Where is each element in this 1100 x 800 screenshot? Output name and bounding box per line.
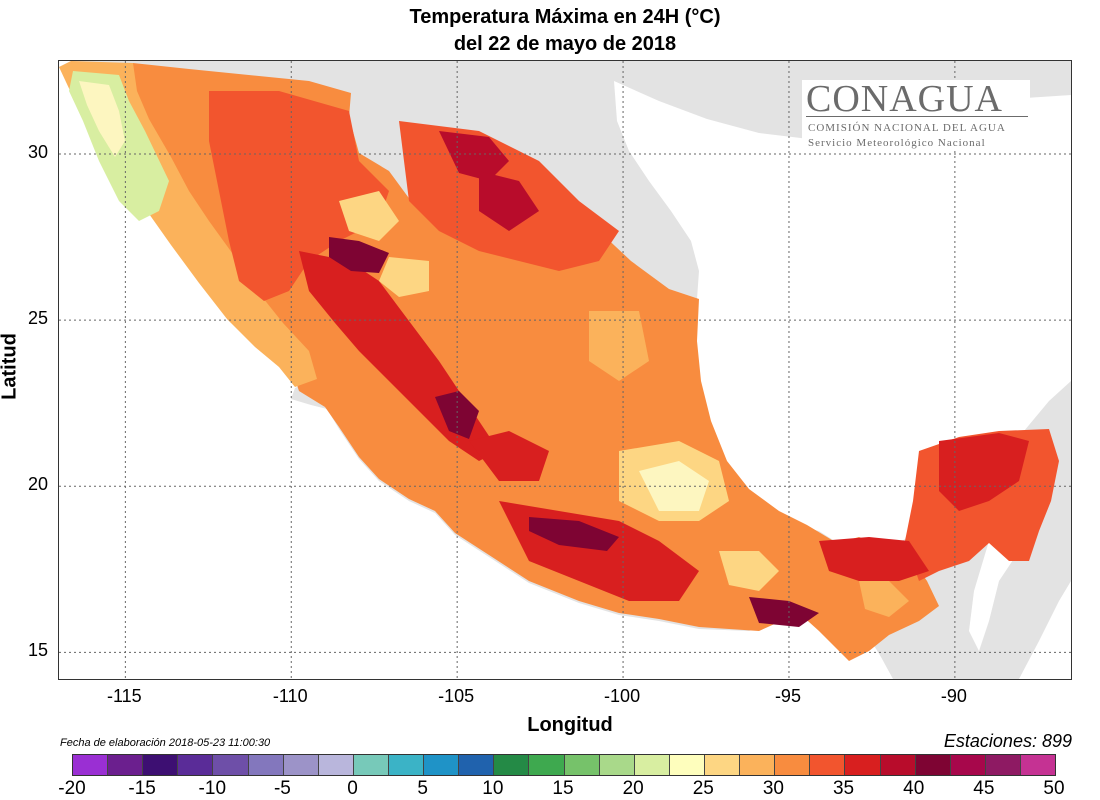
legend-tick-label: 10 — [482, 778, 504, 799]
legend-tick-label: 45 — [973, 778, 995, 799]
x-tick-label: -95 — [774, 686, 801, 706]
x-tick-label: -105 — [438, 686, 475, 706]
temp-zone-coahuila-cool — [589, 311, 649, 381]
temp-zone-isthmus-extreme — [749, 597, 819, 627]
legend-tick-label: 25 — [692, 778, 714, 799]
legend-swatch — [634, 755, 670, 775]
legend-swatch — [459, 755, 495, 775]
legend-tick-label: -10 — [198, 778, 227, 799]
temp-zone-sierra-cool — [339, 191, 399, 241]
title-line-1: Temperatura Máxima en 24H (°C) — [409, 6, 721, 28]
legend-swatch — [564, 755, 600, 775]
legend-swatch — [248, 755, 284, 775]
temp-zone-chihuahua-cool — [379, 257, 429, 297]
legend-tick-label: -15 — [128, 778, 156, 799]
legend-tick-label: 5 — [417, 778, 428, 799]
conagua-logo: CONAGUA COMISIÓN NACIONAL DEL AGUA Servi… — [802, 78, 1030, 150]
temp-zone-jalisco-hot — [469, 431, 549, 481]
logo-subtitle-1: COMISIÓN NACIONAL DEL AGUA — [808, 122, 1006, 134]
logo-divider — [806, 116, 1028, 117]
legend-swatch — [529, 755, 565, 775]
legend-swatch — [318, 755, 354, 775]
y-tick-label: 20 — [27, 474, 48, 495]
temp-zone-sonora-dark — [439, 131, 509, 181]
temp-zone-oaxaca-cool — [719, 551, 779, 591]
legend-swatch — [178, 755, 214, 775]
temp-zone-baja-lightyellow — [79, 81, 125, 157]
legend-tick-label: 0 — [347, 778, 358, 799]
map-canvas — [59, 61, 1071, 679]
logo-name: CONAGUA — [806, 78, 1003, 120]
station-count: Estaciones: 899 — [943, 731, 1072, 751]
y-tick-label: 30 — [27, 142, 48, 163]
legend-tick-label: -20 — [58, 778, 86, 799]
legend-swatch — [108, 755, 144, 775]
legend-swatch — [494, 755, 530, 775]
map-title: Temperatura Máxima en 24H (°C) del 22 de… — [0, 4, 1100, 58]
legend-swatch — [704, 755, 741, 775]
legend-swatch — [880, 755, 916, 775]
x-tick-label: -90 — [940, 686, 967, 706]
x-axis-title: Longitud — [527, 714, 613, 736]
caribbean-sea — [969, 381, 1071, 679]
gulf-of-mexico — [614, 81, 1071, 549]
temperature-field — [59, 61, 1059, 661]
temp-zone-yucatan-hot — [939, 433, 1029, 511]
legend-swatch — [353, 755, 389, 775]
elaboration-date: Fecha de elaboración 2018-05-23 11:00:30 — [60, 737, 271, 749]
y-tick-label: 15 — [27, 640, 48, 661]
legend-tick-label: -5 — [273, 778, 291, 799]
legend-tick-label: 20 — [622, 778, 644, 799]
legend-tick-label: 35 — [832, 778, 855, 799]
pacific-ocean — [59, 61, 893, 679]
map-frame — [58, 60, 1072, 680]
legend-swatch — [73, 755, 109, 775]
legend-tick-label: 30 — [762, 778, 784, 799]
legend-swatch — [283, 755, 319, 775]
y-tick-label: 25 — [27, 308, 48, 329]
x-tick-label: -115 — [107, 686, 142, 706]
x-tick-label: -100 — [604, 686, 641, 706]
legend-swatch — [845, 755, 881, 775]
grid-lines — [59, 61, 1071, 679]
legend-swatch — [424, 755, 460, 775]
legend-swatch — [213, 755, 249, 775]
title-line-2: del 22 de mayo de 2018 — [453, 33, 677, 55]
logo-subtitle-2: Servicio Meteorológico Nacional — [808, 137, 986, 149]
temp-zone-northwest-hot — [209, 91, 389, 301]
legend-tick-label: 15 — [552, 778, 574, 799]
temp-zone-tabasco-hot — [819, 537, 929, 581]
legend-swatch — [1020, 755, 1056, 775]
legend-swatch — [388, 755, 425, 775]
legend-swatch — [775, 755, 811, 775]
color-legend-bar — [72, 754, 1056, 776]
temp-zone-coahuila-dark — [479, 171, 539, 231]
legend-swatch — [143, 755, 179, 775]
temp-zone-sinaloa-extreme — [329, 237, 389, 273]
legend-swatch — [599, 755, 635, 775]
y-axis-title: Latitud — [0, 333, 21, 400]
legend-swatch — [669, 755, 705, 775]
x-tick-label: -110 — [272, 686, 308, 706]
legend-swatch — [985, 755, 1021, 775]
temp-zone-chiapas-cool — [859, 581, 909, 617]
legend-swatch — [950, 755, 986, 775]
legend-swatch — [740, 755, 776, 775]
legend-swatch — [915, 755, 951, 775]
legend-tick-label: 40 — [903, 778, 925, 799]
temp-zone-balsas-extreme — [529, 517, 619, 551]
legend-swatch — [810, 755, 846, 775]
legend-tick-label: 50 — [1043, 778, 1065, 799]
temp-zone-nayarit-dark — [435, 391, 479, 439]
